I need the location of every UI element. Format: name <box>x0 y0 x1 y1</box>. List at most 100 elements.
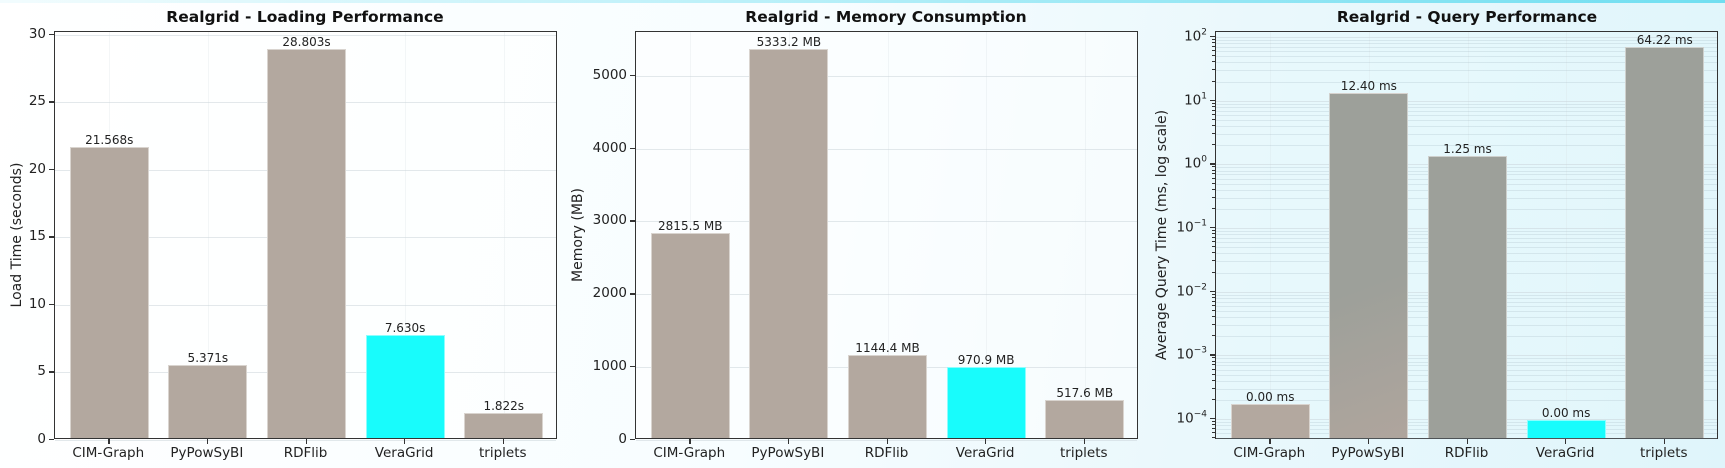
y-tick-label: 3000 <box>592 212 627 229</box>
y-tick-label: 102 <box>1184 28 1207 45</box>
y-tick-label: 10 <box>28 295 46 312</box>
minor-tick <box>1212 38 1215 40</box>
x-tick-mark <box>305 439 307 444</box>
minor-tick <box>1212 260 1215 262</box>
vertical-gridline <box>405 32 407 438</box>
y-tick-label: 0 <box>618 431 627 447</box>
x-tick-mark <box>985 439 987 444</box>
tick-exponent: 1 <box>1201 91 1207 102</box>
y-tick-label: 5000 <box>592 66 627 83</box>
minor-tick <box>1212 233 1215 235</box>
minor-tick <box>1212 316 1215 318</box>
y-tick-mark <box>1210 227 1215 229</box>
major-gridline <box>636 75 1137 77</box>
bar-veragrid <box>1526 420 1606 438</box>
bar-value-label: 517.6 MB <box>1056 386 1114 401</box>
y-tick-mark <box>49 168 54 171</box>
bar-value-label: 2815.5 MB <box>658 218 723 233</box>
major-gridline <box>636 294 1137 296</box>
minor-gridline <box>1216 39 1717 41</box>
y-tick-mark <box>49 371 54 373</box>
x-tick-label: RDFlib <box>1444 445 1489 461</box>
minor-tick <box>1212 80 1215 82</box>
minor-tick <box>1212 236 1215 238</box>
bar-veragrid <box>365 334 445 438</box>
major-gridline <box>55 34 556 36</box>
bar-cim-graph <box>650 232 730 438</box>
major-gridline <box>1216 37 1717 39</box>
minor-gridline <box>1216 119 1717 121</box>
x-tick-mark <box>1466 439 1468 444</box>
minor-gridline <box>1216 438 1717 440</box>
minor-tick <box>1212 69 1215 71</box>
minor-tick <box>1212 300 1215 302</box>
minor-tick <box>1212 246 1215 248</box>
minor-tick <box>1212 379 1215 381</box>
minor-gridline <box>1216 110 1717 112</box>
bar-triplets <box>1045 400 1125 438</box>
vertical-gridline <box>503 32 505 438</box>
y-tick-label: 20 <box>28 160 46 177</box>
bar-value-label: 1.25 ms <box>1443 142 1492 157</box>
minor-gridline <box>1216 46 1717 48</box>
y-tick-label: 10−3 <box>1177 346 1207 363</box>
bar-value-label: 0.00 ms <box>1541 406 1591 421</box>
y-tick-mark <box>49 439 54 441</box>
y-tick-mark <box>1210 99 1215 102</box>
minor-tick <box>1212 335 1215 337</box>
minor-tick <box>1212 109 1215 111</box>
minor-tick <box>1212 50 1215 52</box>
vertical-gridline <box>1084 32 1086 438</box>
minor-tick <box>1212 102 1215 104</box>
vertical-gridline <box>1270 32 1272 438</box>
bar-cim-graph <box>69 146 149 438</box>
minor-gridline <box>1216 126 1717 128</box>
bar-rdflib <box>267 48 346 438</box>
major-gridline <box>636 148 1137 150</box>
bar-value-label: 5.371s <box>187 351 229 366</box>
y-tick-mark <box>630 439 635 441</box>
y-tick-label: 0 <box>37 431 46 447</box>
bar-value-label: 12.40 ms <box>1340 78 1397 93</box>
bar-value-label: 5333.2 MB <box>756 35 822 50</box>
y-tick-mark <box>1210 290 1215 293</box>
x-tick-mark <box>689 439 691 444</box>
minor-gridline <box>1216 81 1717 83</box>
y-tick-label: 101 <box>1184 91 1207 108</box>
major-gridline <box>636 221 1137 223</box>
minor-gridline <box>1216 134 1717 136</box>
minor-tick <box>1212 144 1215 146</box>
vertical-gridline <box>207 32 209 438</box>
minor-tick <box>1212 241 1215 243</box>
bar-value-label: 21.568s <box>85 132 134 147</box>
tick-base: 10 <box>1184 155 1202 172</box>
bar-pypowsybi <box>749 49 829 438</box>
x-tick-label: PyPowSyBI <box>1331 445 1405 461</box>
major-gridline <box>1216 100 1717 102</box>
tick-exponent: −4 <box>1193 409 1207 420</box>
minor-tick <box>1212 387 1215 389</box>
minor-tick <box>1212 207 1215 209</box>
y-tick-mark <box>1210 354 1215 356</box>
minor-gridline <box>1216 106 1717 108</box>
minor-tick <box>1212 309 1215 311</box>
bar-value-label: 970.9 MB <box>957 353 1015 368</box>
bar-triplets <box>464 413 544 438</box>
tick-exponent: 2 <box>1201 27 1207 38</box>
minor-tick <box>1212 188 1215 190</box>
x-tick-mark <box>1367 439 1370 444</box>
y-tick-mark <box>630 147 635 149</box>
y-tick-mark <box>1210 418 1215 420</box>
minor-tick <box>1212 105 1215 107</box>
minor-tick <box>1212 118 1215 120</box>
minor-tick <box>1212 182 1215 184</box>
y-tick-label: 4000 <box>592 139 627 156</box>
chart-title: Realgrid - Query Performance <box>1336 8 1598 26</box>
x-tick-mark <box>1565 439 1567 444</box>
vertical-gridline <box>986 32 988 438</box>
minor-tick <box>1212 125 1215 127</box>
minor-tick <box>1212 296 1215 298</box>
bar-triplets <box>1625 47 1705 438</box>
plot-area: 0.00 ms 12.40 ms 1.25 ms 0.00 ms 64.22 ms <box>1215 31 1718 440</box>
y-tick-mark <box>1210 36 1215 38</box>
